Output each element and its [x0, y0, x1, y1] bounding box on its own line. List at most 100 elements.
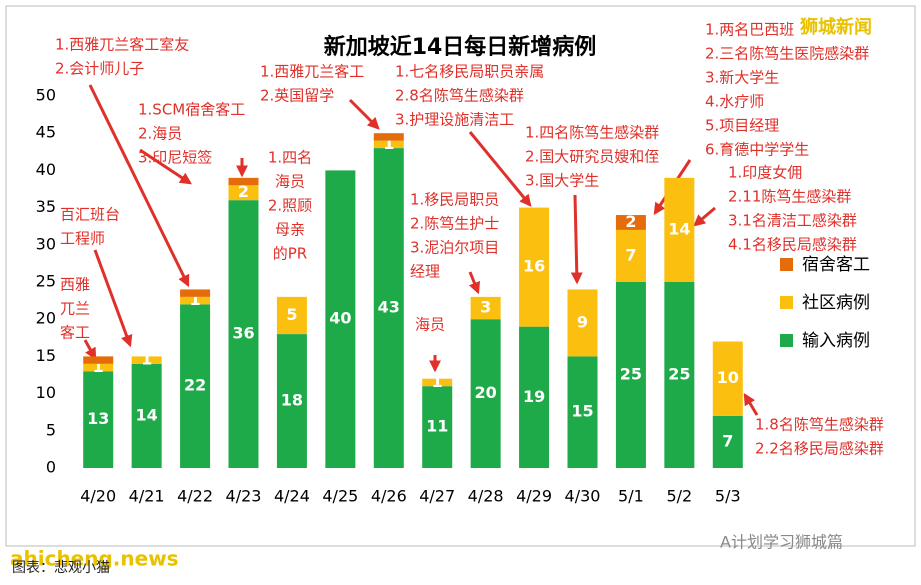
x-tick-label: 4/30	[565, 487, 601, 506]
data-label: 11	[426, 417, 448, 436]
bar-segment	[276, 334, 307, 468]
annotation: 2.国大研究员嫂和侄	[525, 148, 659, 166]
annotation: 兀兰	[60, 300, 90, 318]
annotation: 2.英国留学	[260, 87, 334, 105]
bar-segment	[664, 282, 695, 468]
data-label: 13	[87, 409, 109, 428]
data-label: 1	[432, 372, 443, 391]
bar-segment	[180, 296, 211, 305]
data-label: 5	[286, 305, 297, 324]
x-tick-label: 4/23	[226, 487, 262, 506]
y-tick-label: 45	[36, 123, 56, 142]
data-label: 9	[577, 312, 588, 331]
bar-segment	[470, 319, 501, 468]
bar-segment	[180, 289, 211, 297]
annotation: 2.照顾	[268, 197, 312, 215]
annotation: 2.8名陈笃生感染群	[395, 87, 524, 105]
annotation: 4.水疗师	[705, 93, 764, 111]
annotation: 6.育德中学学生	[705, 141, 809, 159]
data-label: 18	[281, 391, 303, 410]
legend-label: 社区病例	[802, 293, 870, 313]
x-tick-label: 5/1	[618, 487, 644, 506]
watermark: ahicheng.news	[10, 547, 179, 571]
annotation: 3.印尼短签	[138, 149, 212, 167]
annotation: 3.国大学生	[525, 172, 599, 190]
y-tick-label: 30	[36, 234, 56, 253]
y-tick-label: 25	[36, 272, 56, 291]
data-label: 40	[329, 309, 351, 328]
legend-swatch	[780, 258, 793, 271]
annotation: 海员	[415, 316, 445, 334]
bar-segment	[131, 356, 162, 364]
annotation: 客工	[60, 324, 90, 342]
annotation: 2.陈笃生护士	[410, 215, 499, 233]
bar-segment	[664, 177, 695, 282]
legend-label: 宿舍客工	[802, 255, 870, 275]
bar-segment	[325, 170, 356, 468]
annotation: 1.四名	[268, 149, 312, 167]
bar-segment	[519, 326, 550, 468]
legend-swatch	[780, 296, 793, 309]
x-tick-label: 4/28	[468, 487, 504, 506]
data-label: 15	[571, 402, 593, 421]
bar-segment	[567, 356, 598, 468]
annotation: 母亲	[275, 221, 305, 239]
annotation: 3.护理设施清洁工	[395, 111, 514, 129]
annotation: 的PR	[273, 245, 307, 263]
data-label: 1	[190, 290, 201, 309]
annotation: 1.西雅兀兰客工	[260, 63, 364, 81]
data-label: 1	[93, 357, 104, 376]
annotation: 1.8名陈笃生感染群	[755, 416, 884, 434]
annotation: 3.新大学生	[705, 69, 779, 87]
annotation: 1.西雅兀兰客工室友	[55, 36, 189, 54]
y-tick-label: 35	[36, 197, 56, 216]
x-tick-label: 5/3	[715, 487, 741, 506]
annotation: 1.印度女佣	[728, 164, 802, 182]
legend-swatch	[780, 334, 793, 347]
bar-segment	[615, 215, 646, 230]
bar-segment	[712, 341, 743, 416]
data-label: 2	[238, 182, 249, 201]
x-tick-label: 4/25	[322, 487, 358, 506]
bar-segment	[228, 200, 259, 468]
annotation: 3.1名清洁工感染群	[728, 212, 857, 230]
data-label: 16	[523, 257, 545, 276]
bar-segment	[519, 207, 550, 327]
bar-segment	[615, 229, 646, 282]
annotation: 1.移民局职员	[410, 191, 499, 209]
annotation: 海员	[275, 173, 305, 191]
annotation: 4.1名移民局感染群	[728, 236, 857, 254]
bar-segment	[83, 363, 114, 372]
data-label: 19	[523, 387, 545, 406]
annotation: 1.四名陈笃生感染群	[525, 124, 659, 142]
bar-segment	[276, 296, 307, 335]
bar-segment	[228, 185, 259, 201]
data-label: 10	[717, 368, 739, 387]
bar-segment	[180, 304, 211, 468]
x-tick-label: 4/24	[274, 487, 310, 506]
y-tick-label: 10	[36, 383, 56, 402]
bar-segment	[373, 148, 404, 468]
bar-segment	[131, 363, 162, 468]
annotation: 2.11陈笃生感染群	[728, 188, 851, 206]
watermark: 图表：悲观小猫	[12, 559, 110, 576]
annotation: 工程师	[60, 230, 105, 248]
x-tick-label: 4/21	[129, 487, 165, 506]
bar-segment	[83, 356, 114, 364]
bar-segment	[567, 289, 598, 357]
data-label: 1	[141, 350, 152, 369]
y-tick-label: 40	[36, 160, 56, 179]
data-label: 3	[480, 298, 491, 317]
data-label: 25	[668, 365, 690, 384]
bar-segment	[373, 140, 404, 149]
bar-segment	[228, 177, 259, 186]
annotation: 2.三名陈笃生医院感染群	[705, 45, 869, 63]
annotation: 5.项目经理	[705, 117, 779, 135]
annotation: 1.两名巴西班	[705, 21, 794, 39]
y-tick-label: 50	[36, 86, 56, 105]
data-label: 7	[722, 431, 733, 450]
legend-label: 输入病例	[802, 331, 870, 351]
data-label: 20	[475, 383, 497, 402]
annotation: 西雅	[60, 276, 90, 294]
annotation: 1.七名移民局职员亲属	[395, 63, 544, 81]
